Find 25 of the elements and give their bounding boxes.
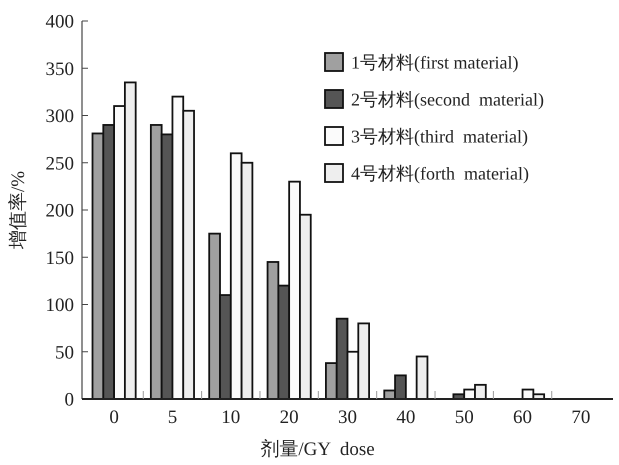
y-tick-label: 150 [46,248,74,269]
x-tick-label: 70 [571,407,590,428]
legend-label: 3号材料(third material) [351,126,528,146]
x-tick-label: 60 [513,407,532,428]
y-tick-label: 50 [55,342,74,364]
y-tick-label: 400 [46,12,74,33]
x-tick-label: 5 [168,407,178,428]
y-tick-label: 200 [46,200,74,222]
bar [416,356,428,400]
x-tick-label: 40 [396,407,416,428]
x-tick-label: 50 [454,407,474,428]
y-tick-label: 350 [46,58,74,80]
x-tick-label: 0 [109,407,119,428]
y-tick-label: 100 [46,295,74,316]
x-tick-label: 30 [338,407,357,428]
y-axis-title: 增值率/% [7,170,29,250]
legend-label: 2号材料(second material) [351,89,544,110]
x-axis-title: 剂量/GY dose [260,438,375,460]
x-tick-label: 20 [280,407,299,428]
legend-label: 1号材料(first material) [351,52,518,72]
legend-label: 4号材料(forth material) [351,163,529,184]
x-tick-label: 10 [221,407,240,428]
y-tick-label: 300 [46,106,74,128]
y-tick-label: 0 [64,390,74,411]
y-tick-label: 250 [46,153,74,174]
